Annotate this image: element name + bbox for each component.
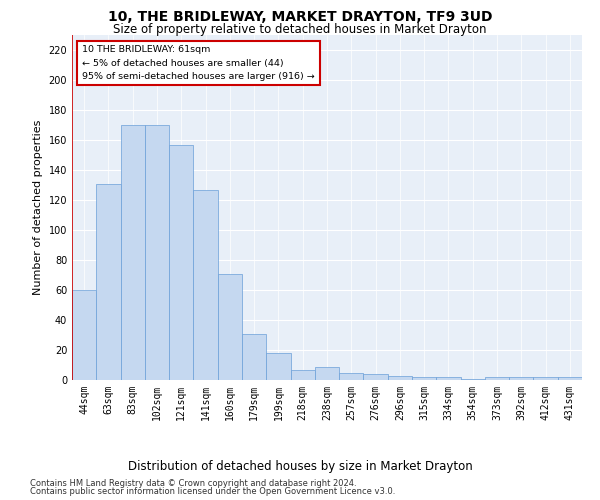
Bar xyxy=(266,353,290,380)
Text: Size of property relative to detached houses in Market Drayton: Size of property relative to detached ho… xyxy=(113,22,487,36)
Text: Contains HM Land Registry data © Crown copyright and database right 2024.: Contains HM Land Registry data © Crown c… xyxy=(30,478,356,488)
Bar xyxy=(533,377,558,380)
Bar xyxy=(461,378,485,380)
Text: 10, THE BRIDLEWAY, MARKET DRAYTON, TF9 3UD: 10, THE BRIDLEWAY, MARKET DRAYTON, TF9 3… xyxy=(108,10,492,24)
Bar xyxy=(121,125,145,380)
Bar xyxy=(509,377,533,380)
Bar xyxy=(72,290,96,380)
Text: Distribution of detached houses by size in Market Drayton: Distribution of detached houses by size … xyxy=(128,460,472,473)
Bar xyxy=(145,125,169,380)
Bar xyxy=(218,274,242,380)
Bar xyxy=(485,377,509,380)
Bar xyxy=(169,144,193,380)
Bar xyxy=(242,334,266,380)
Bar xyxy=(388,376,412,380)
Bar xyxy=(436,377,461,380)
Bar xyxy=(364,374,388,380)
Text: Contains public sector information licensed under the Open Government Licence v3: Contains public sector information licen… xyxy=(30,487,395,496)
Bar xyxy=(558,377,582,380)
Bar xyxy=(193,190,218,380)
Bar xyxy=(96,184,121,380)
Bar xyxy=(339,372,364,380)
Text: 10 THE BRIDLEWAY: 61sqm
← 5% of detached houses are smaller (44)
95% of semi-det: 10 THE BRIDLEWAY: 61sqm ← 5% of detached… xyxy=(82,46,315,80)
Bar xyxy=(290,370,315,380)
Y-axis label: Number of detached properties: Number of detached properties xyxy=(33,120,43,295)
Bar xyxy=(412,377,436,380)
Bar xyxy=(315,366,339,380)
